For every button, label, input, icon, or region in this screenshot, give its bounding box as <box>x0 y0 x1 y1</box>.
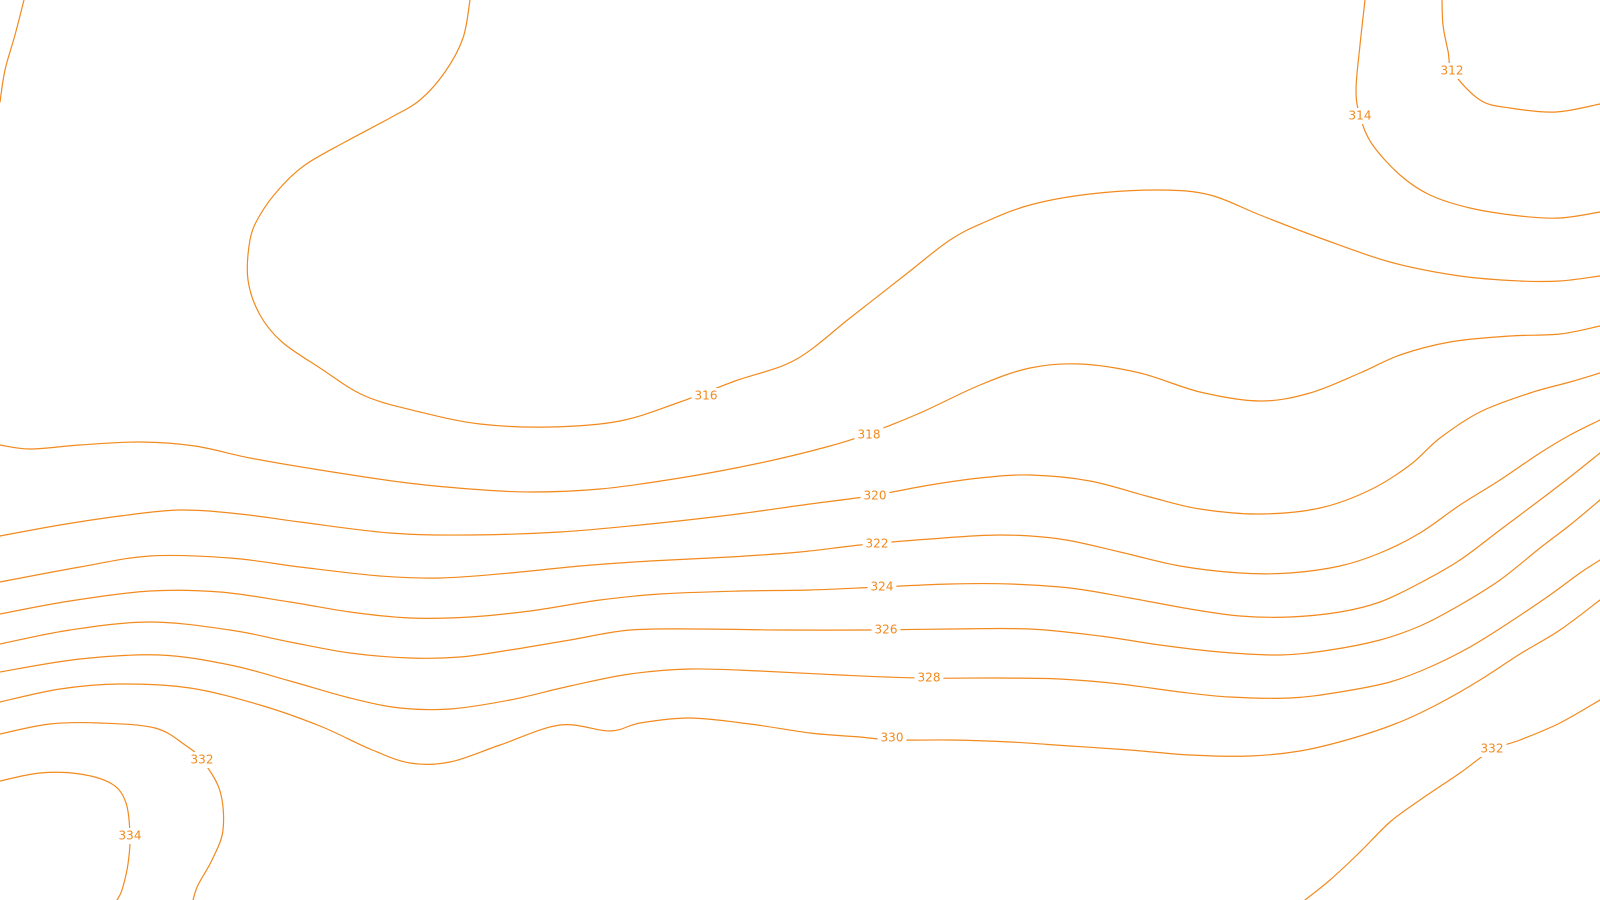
contour-326-label-bg <box>871 622 901 638</box>
contour-330-label: 330 <box>881 731 904 745</box>
contour-314-label: 314 <box>1349 109 1372 123</box>
contour-320-label-bg <box>860 488 890 504</box>
contour-312-label-bg <box>1437 63 1467 79</box>
contour-316-west-line <box>246 0 1600 428</box>
contour-332-west-label: 332 <box>191 753 214 767</box>
contour-316-west-label-bg <box>691 388 721 404</box>
contour-330-line <box>0 599 1600 766</box>
contour-320-line <box>0 372 1600 537</box>
contour-322-label: 322 <box>866 537 889 551</box>
contour-316-east-line <box>0 0 25 103</box>
contour-334-line <box>0 771 131 900</box>
contour-316-west-label: 316 <box>695 389 718 403</box>
contour-318-line <box>0 325 1600 493</box>
contour-330-label-bg <box>877 730 907 746</box>
contour-334-label-bg <box>115 828 145 844</box>
contour-328-label-bg <box>914 670 944 686</box>
contour-324-line <box>0 452 1600 619</box>
contour-312-line <box>1441 0 1600 113</box>
contour-324-label-bg <box>867 579 897 595</box>
contour-328-label: 328 <box>918 671 941 685</box>
contour-320-label: 320 <box>864 489 887 503</box>
contour-332-east-label: 332 <box>1481 742 1504 756</box>
contour-326-line <box>0 499 1600 659</box>
contour-324-label: 324 <box>871 580 894 594</box>
contour-332-east-line <box>1304 699 1600 900</box>
contour-314-line <box>1355 0 1600 219</box>
contour-318-label: 318 <box>858 428 881 442</box>
contour-332-west-line <box>0 721 225 900</box>
contour-314-label-bg <box>1345 108 1375 124</box>
contour-322-line <box>0 419 1600 583</box>
contour-318-label-bg <box>854 427 884 443</box>
contour-322-label-bg <box>862 536 892 552</box>
contour-312-label: 312 <box>1441 64 1464 78</box>
contour-332-west-label-bg <box>187 752 217 768</box>
contour-326-label: 326 <box>875 623 898 637</box>
contour-332-east-label-bg <box>1477 741 1507 757</box>
contour-328-line <box>0 559 1600 711</box>
contour-334-label: 334 <box>119 829 142 843</box>
